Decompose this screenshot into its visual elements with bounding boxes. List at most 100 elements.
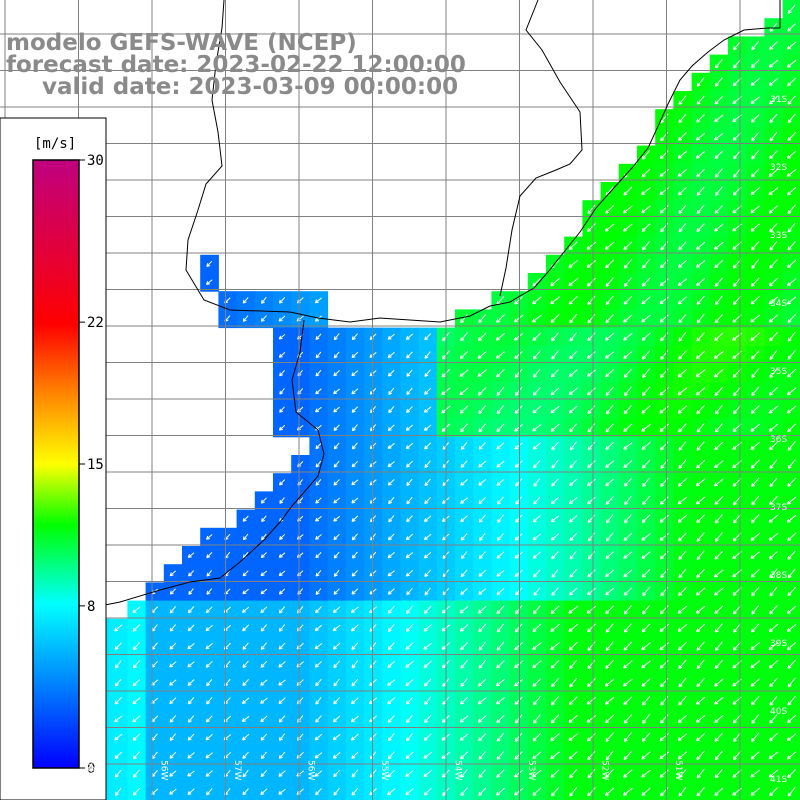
wind-arrow: [714, 441, 724, 451]
wind-arrow: [678, 423, 687, 433]
wind-arrow: [696, 114, 705, 123]
wind-arrow: [333, 424, 340, 431]
wind-arrow: [605, 514, 614, 524]
latitude-label: 32S: [770, 163, 787, 173]
wind-arrow: [514, 551, 523, 559]
wind-arrow: [605, 460, 615, 468]
wind-arrow: [478, 313, 487, 324]
wind-arrow: [387, 660, 396, 668]
wind-arrow: [459, 350, 469, 360]
wind-arrow: [514, 296, 523, 305]
wind-arrow: [242, 679, 249, 687]
wind-arrow: [351, 406, 359, 413]
wind-arrow: [787, 441, 796, 451]
wind-arrow: [751, 495, 760, 506]
wind-arrow: [787, 696, 796, 706]
wind-arrow: [496, 314, 505, 323]
wind-arrow: [315, 497, 322, 504]
wind-arrow: [424, 587, 431, 596]
color-legend: [m/s] 30 22 15 8 0: [0, 117, 107, 800]
wind-arrow: [478, 588, 487, 595]
wind-arrow: [641, 423, 651, 432]
wind-arrow: [696, 550, 705, 560]
wind-arrow: [551, 787, 560, 797]
wind-arrow: [733, 277, 741, 288]
wind-arrow: [587, 204, 596, 215]
wind-arrow: [641, 296, 651, 305]
wind-arrow: [333, 697, 341, 705]
wind-arrow: [351, 624, 359, 632]
wind-arrow: [278, 570, 286, 577]
wind-arrow: [659, 514, 669, 523]
wind-arrow: [242, 624, 250, 632]
wind-arrow: [786, 150, 797, 159]
wind-arrow: [261, 296, 267, 304]
wind-arrow: [459, 696, 469, 705]
wind-arrow: [114, 751, 123, 760]
wind-arrow: [696, 514, 706, 524]
wind-arrow: [242, 642, 249, 650]
wind-arrow: [351, 497, 359, 504]
wind-arrow: [641, 678, 651, 687]
wind-arrow: [605, 732, 614, 742]
wind-arrow: [477, 351, 487, 359]
wind-arrow: [460, 659, 468, 669]
wind-arrow: [315, 678, 322, 687]
wind-arrow: [405, 696, 414, 705]
wind-arrow: [260, 315, 267, 322]
wind-arrow: [314, 661, 323, 668]
wind-arrow: [495, 678, 505, 687]
wind-arrow: [751, 732, 760, 742]
wind-arrow: [769, 477, 778, 488]
latitude-label: 39S: [770, 639, 787, 649]
wind-arrow: [460, 569, 468, 578]
wind-arrow: [569, 659, 578, 670]
wind-arrow: [677, 641, 687, 651]
wind-arrow: [405, 660, 414, 668]
wind-arrow: [677, 296, 687, 305]
wind-arrow: [424, 460, 431, 468]
wind-arrow: [314, 297, 323, 304]
wind-arrow: [642, 477, 650, 488]
wind-arrow: [496, 623, 505, 633]
wind-arrow: [623, 332, 633, 341]
wind-arrow: [696, 241, 706, 250]
wind-arrow: [333, 497, 341, 504]
wind-arrow: [333, 388, 341, 395]
wind-arrow: [477, 697, 487, 705]
wind-arrow: [550, 605, 560, 615]
wind-arrow: [406, 605, 413, 614]
wind-arrow: [514, 423, 524, 432]
wind-arrow: [768, 59, 779, 68]
wind-arrow: [568, 714, 578, 723]
wind-arrow: [714, 313, 724, 324]
wind-arrow: [514, 405, 523, 414]
wind-arrow: [659, 769, 669, 778]
wind-arrow: [769, 605, 778, 615]
wind-arrow: [714, 277, 723, 287]
latitude-label: 34S: [770, 299, 787, 309]
wind-arrow: [387, 369, 395, 377]
wind-arrow: [514, 769, 524, 778]
wind-arrow: [169, 570, 177, 577]
wind-arrow: [405, 533, 414, 541]
wind-arrow: [315, 696, 322, 705]
wind-arrow: [351, 533, 358, 541]
wind-arrow: [496, 478, 505, 486]
wind-arrow: [333, 678, 340, 687]
wind-arrow: [769, 240, 778, 251]
wind-arrow: [787, 477, 796, 487]
wind-arrow: [550, 515, 560, 523]
wind-arrow: [641, 277, 651, 287]
wind-arrow: [532, 296, 542, 305]
wind-arrow: [333, 551, 340, 559]
wind-arrow: [514, 623, 523, 633]
wind-arrow: [678, 350, 687, 360]
wind-arrow: [478, 733, 487, 742]
wind-arrow: [677, 387, 688, 396]
wind-arrow: [605, 551, 614, 560]
wind-arrow: [587, 678, 596, 688]
latitude-label: 36S: [770, 435, 787, 445]
wind-arrow: [187, 552, 195, 558]
